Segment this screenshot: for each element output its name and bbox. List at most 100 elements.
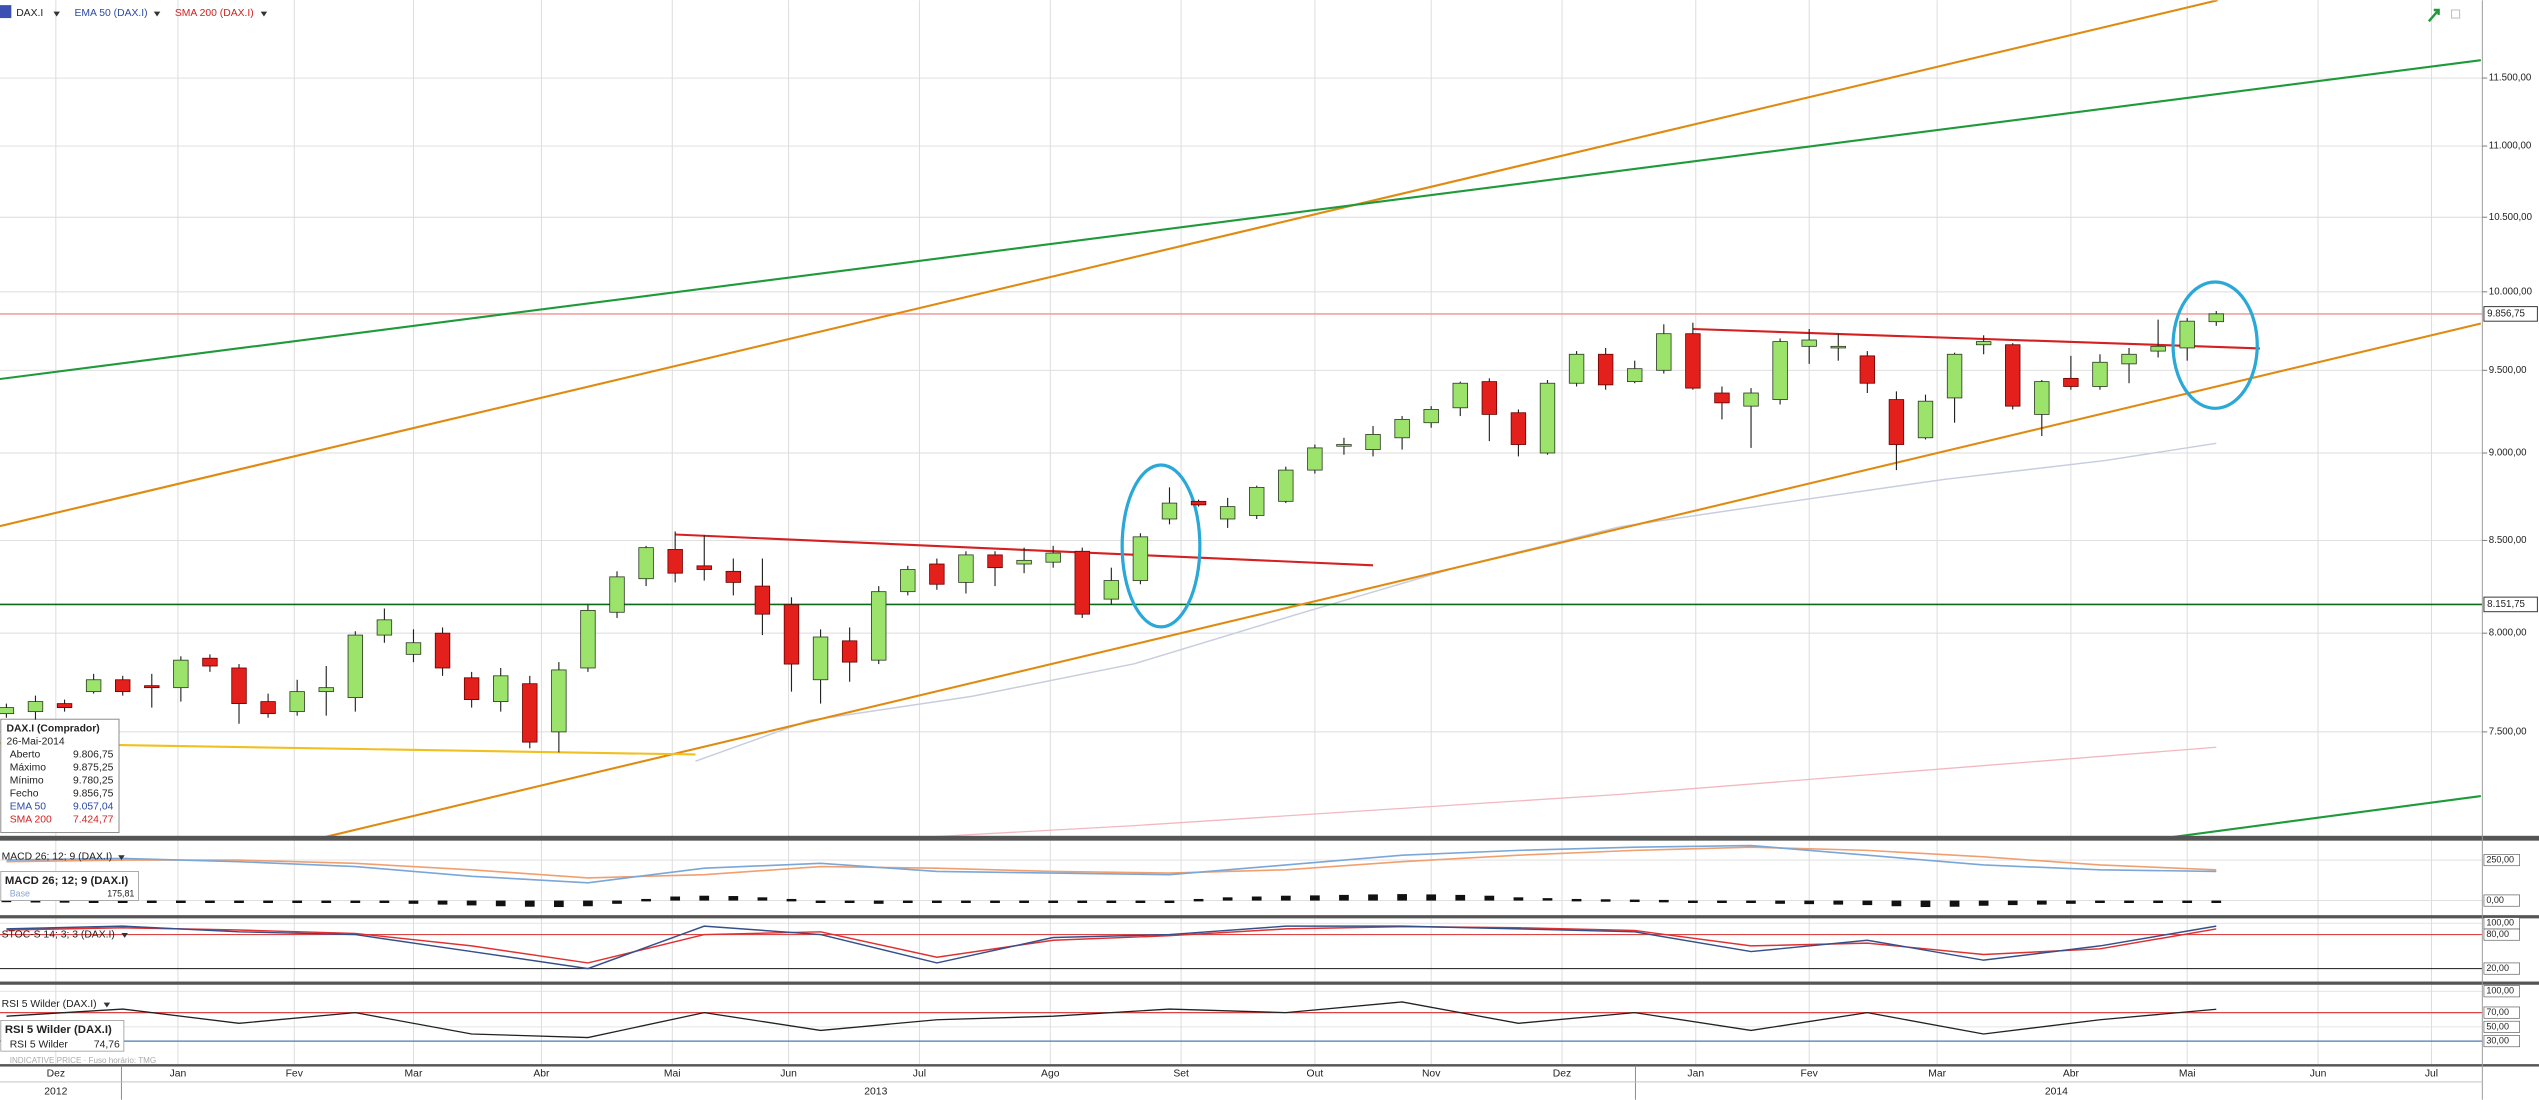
x-tick-label: Ago [1041,1069,1060,1080]
candle-body [1830,345,1846,349]
window-icon[interactable] [2451,9,2461,19]
histogram-bar [1135,900,1146,903]
candle-body [1801,339,1817,347]
candle-body [1161,502,1178,520]
rsi-legend-title: RSI 5 Wilder (DAX.I) [5,1024,112,1036]
candle-body [929,563,945,585]
dropdown-arrow[interactable] [260,11,268,17]
year-label: 2012 [44,1086,67,1097]
candle-body [405,642,422,655]
tooltip-key: Fecho [10,788,39,799]
histogram-bar [1368,894,1378,901]
trend-icon[interactable] [2427,8,2440,23]
histogram-bar [1077,900,1088,903]
candle-body [2121,353,2137,365]
candle-body [0,707,15,715]
tooltip-value: 7.424,77 [73,814,114,825]
signal-line [6,846,2217,879]
stoch-label[interactable]: STOC-S 14; 3; 3 (DAX.I) [2,929,115,940]
y-tick-label: 9.500,00 [2489,365,2527,376]
y-tick-label: 80,00 [2486,929,2509,939]
sma-label[interactable]: SMA 200 (DAX.I) [175,8,254,19]
pane-separator [0,981,2539,985]
histogram-bar [2153,900,2163,903]
rsi-line [6,1001,2217,1039]
dropdown-arrow[interactable] [121,932,128,938]
rsi-label[interactable]: RSI 5 Wilder (DAX.I) [2,999,97,1010]
histogram-bar [1193,898,1204,902]
histogram-bar [1222,897,1233,901]
candle-body [841,640,858,663]
histogram-bar [2066,900,2076,904]
histogram-bar [1717,900,1727,903]
histogram-bar [2124,900,2134,903]
tick-tag [2483,1006,2520,1019]
candle-body [173,659,189,689]
candle-body [1365,434,1381,451]
histogram-bar [292,900,303,903]
histogram-bar [408,900,419,904]
candle-body [958,554,974,583]
macd-label[interactable]: MACD 26; 12; 9 (DAX.I) [2,852,113,863]
candle-body [638,547,654,580]
histogram-bar [1310,895,1320,901]
candle-body [1307,447,1323,471]
candle-body [318,687,334,693]
histogram-bar [1833,900,1844,905]
candle-body [2150,345,2166,352]
macd-legend-value: 175,81 [107,888,134,898]
y-tick-label: 8.000,00 [2489,628,2527,639]
histogram-bar [2095,900,2105,903]
histogram-bar [234,900,244,903]
y-tick-label: 10.500,00 [2489,212,2533,223]
year-label: 2013 [864,1086,887,1097]
candle-body [2092,361,2108,387]
symbol-label[interactable]: DAX.I [16,8,43,19]
histogram-bar [321,900,332,903]
level-tag [2483,596,2538,613]
tooltip-title: DAX.I (Comprador) [6,724,99,735]
dropdown-arrow[interactable] [53,11,60,17]
dropdown-arrow[interactable] [118,855,125,861]
footnote: INDICATIVE PRICE · Fuso horário: TMG [10,1056,156,1065]
candle-body [580,609,596,669]
y-tick-label: 70,00 [2486,1007,2509,1017]
histogram-bar [2211,900,2222,903]
histogram-bar [1688,900,1698,903]
histogram-bar [844,900,855,903]
candle-body [522,683,538,743]
tooltip-key: Mínimo [10,775,44,786]
tooltip-box [0,718,120,834]
histogram-bar [88,900,99,903]
histogram-bar [437,900,448,905]
pane-separator [0,1064,2539,1067]
histogram-bar [1513,897,1524,901]
dropdown-arrow[interactable] [153,11,161,17]
candle-body [463,677,480,701]
candle-body [551,669,567,733]
candle-body [1627,368,1643,383]
dropdown-arrow[interactable] [103,1002,111,1008]
histogram-bar [205,900,215,903]
ema-label[interactable]: EMA 50 (DAX.I) [74,8,147,19]
candle-body [231,667,247,705]
candle-body [202,657,218,667]
pane-separator [0,835,2539,841]
trend-line [0,59,2482,381]
candle-body [783,604,800,665]
tick-tag [2483,985,2520,998]
candle-body [1772,341,1788,400]
year-label: 2014 [2045,1086,2068,1097]
histogram-bar [495,900,506,907]
x-tick-label: Nov [1422,1069,1441,1080]
stoch-d-line [6,925,2217,964]
candle-body [289,691,305,713]
rsi-legend [0,1019,125,1052]
histogram-bar [1251,896,1262,901]
candle-body [667,549,683,574]
histogram-bar [59,900,70,903]
candle-body [1975,341,1992,346]
level-label: 8.151,75 [2487,599,2525,610]
y-tick-label: 30,00 [2486,1036,2509,1046]
candle-body [434,632,451,669]
